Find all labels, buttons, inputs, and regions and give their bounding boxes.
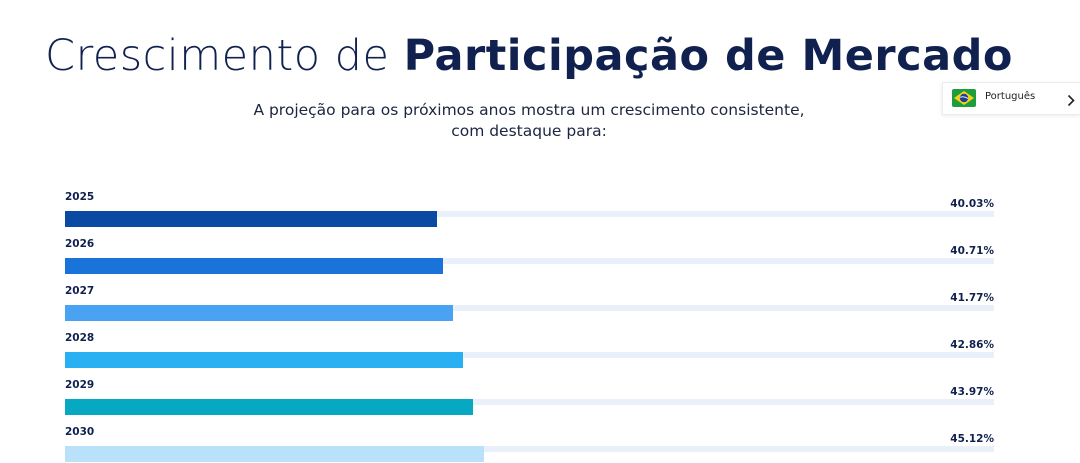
bar-value-label: 40.03% <box>950 198 994 210</box>
bar-value-label: 42.86% <box>950 339 994 351</box>
bar-value-label: 41.77% <box>950 292 994 304</box>
subtitle-line-1: A projeção para os próximos anos mostra … <box>253 101 805 119</box>
bar-2029 <box>65 399 473 415</box>
language-label: Português <box>985 91 1036 102</box>
bar-track <box>65 211 994 217</box>
page-title: Crescimento de Participação de Mercado <box>0 28 1058 84</box>
subtitle-line-2: com destaque para: <box>451 122 607 140</box>
bar-track <box>65 305 994 311</box>
language-selector[interactable]: Português <box>942 82 1080 115</box>
bar-year-label: 2027 <box>65 285 95 297</box>
brazil-flag-icon <box>952 89 976 111</box>
bar-year-label: 2030 <box>65 426 95 438</box>
bar-value-label: 40.71% <box>950 245 994 257</box>
bar-year-label: 2026 <box>65 238 95 250</box>
bar-year-label: 2025 <box>65 191 95 203</box>
bar-2030 <box>65 446 484 462</box>
bar-value-label: 43.97% <box>950 386 994 398</box>
bar-year-label: 2029 <box>65 379 95 391</box>
bar-track <box>65 446 994 452</box>
bar-2025 <box>65 211 437 227</box>
title-light: Crescimento de <box>45 31 390 81</box>
bar-value-label: 45.12% <box>950 433 994 445</box>
bar-2027 <box>65 305 453 321</box>
bar-year-label: 2028 <box>65 332 95 344</box>
bar-2026 <box>65 258 443 274</box>
title-bold: Participação de Mercado <box>403 31 1013 81</box>
bar-2028 <box>65 352 463 368</box>
page-subtitle: A projeção para os próximos anos mostra … <box>0 100 1058 142</box>
chevron-right-icon <box>1067 92 1075 111</box>
bar-track <box>65 352 994 358</box>
bar-track <box>65 258 994 264</box>
bar-track <box>65 399 994 405</box>
